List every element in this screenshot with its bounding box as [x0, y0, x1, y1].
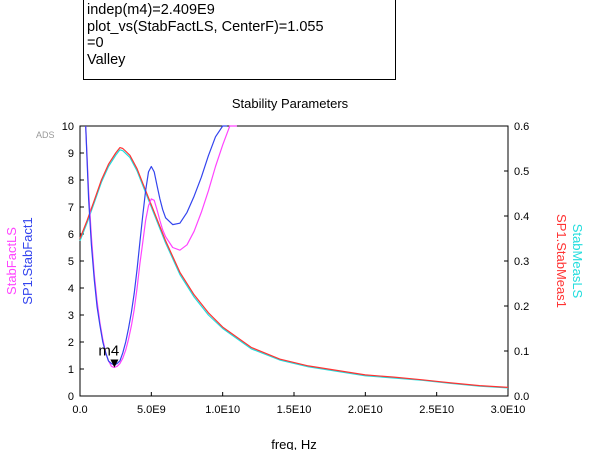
right-axis-label-stabmeasls: StabMeasLS: [570, 224, 585, 299]
series-line-stabmeasls: [79, 149, 509, 389]
y-left-tick-label: 2: [68, 337, 74, 349]
right-axis-label-sp1-stabmeas1: SP1.StabMeas1: [554, 214, 569, 308]
marker-readout-line: =0: [87, 35, 104, 51]
marker-m4-label: m4: [98, 343, 119, 360]
y-right-tick-label: 0.3: [514, 256, 529, 268]
y-left-tick-label: 7: [68, 202, 74, 214]
x-tick-label: 1.0E10: [205, 404, 240, 416]
x-tick-label: 2.5E10: [419, 404, 454, 416]
series-line-stabfactls: [85, 125, 237, 369]
ads-watermark: ADS: [36, 130, 55, 140]
y-right-tick-label: 0.1: [514, 346, 529, 358]
marker-readout-box: indep(m4)=2.409E9 plot_vs(StabFactLS, Ce…: [83, 0, 396, 80]
marker-readout-line: plot_vs(StabFactLS, CenterF)=1.055: [87, 18, 324, 35]
y-right-tick-label: 0.0: [514, 391, 529, 403]
series-line-sp1-stabfact1: [85, 125, 227, 366]
x-tick-label: 1.5E10: [277, 404, 312, 416]
marker-m4-triangle[interactable]: [110, 359, 119, 368]
x-tick-label: 0.0: [72, 404, 87, 416]
y-left-tick-label: 5: [68, 256, 74, 268]
left-axis-label-sp1-stabfact1: SP1.StabFact1: [20, 217, 35, 304]
y-left-tick-label: 9: [68, 148, 74, 160]
y-left-tick-label: 10: [62, 121, 74, 133]
y-right-tick-label: 0.2: [514, 301, 529, 313]
series-line-sp1-stabmeas1: [79, 147, 509, 388]
y-left-tick-label: 6: [68, 229, 74, 241]
y-left-tick-label: 1: [68, 364, 74, 376]
plot-frame: [79, 125, 509, 397]
y-right-tick-label: 0.4: [514, 211, 529, 223]
y-left-tick-label: 3: [68, 310, 74, 322]
x-tick-label: 2.0E10: [348, 404, 383, 416]
left-axis-label-stabfactls: StabFactLS: [4, 227, 19, 295]
marker-readout-line: indep(m4)=2.409E9: [87, 2, 215, 18]
x-axis-label: freq, Hz: [271, 437, 317, 450]
marker-readout-line: Valley: [87, 51, 126, 68]
y-left-tick-label: 8: [68, 175, 74, 187]
y-left-tick-label: 0: [68, 391, 74, 403]
y-right-tick-label: 0.6: [514, 121, 529, 133]
y-right-tick-label: 0.5: [514, 166, 529, 178]
chart-title: Stability Parameters: [232, 96, 349, 111]
x-tick-label: 3.0E10: [491, 404, 526, 416]
x-tick-label: 5.0E9: [137, 404, 166, 416]
y-left-tick-label: 4: [68, 283, 74, 295]
